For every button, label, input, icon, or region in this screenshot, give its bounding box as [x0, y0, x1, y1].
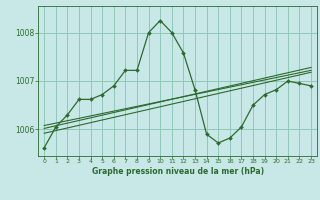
- X-axis label: Graphe pression niveau de la mer (hPa): Graphe pression niveau de la mer (hPa): [92, 167, 264, 176]
